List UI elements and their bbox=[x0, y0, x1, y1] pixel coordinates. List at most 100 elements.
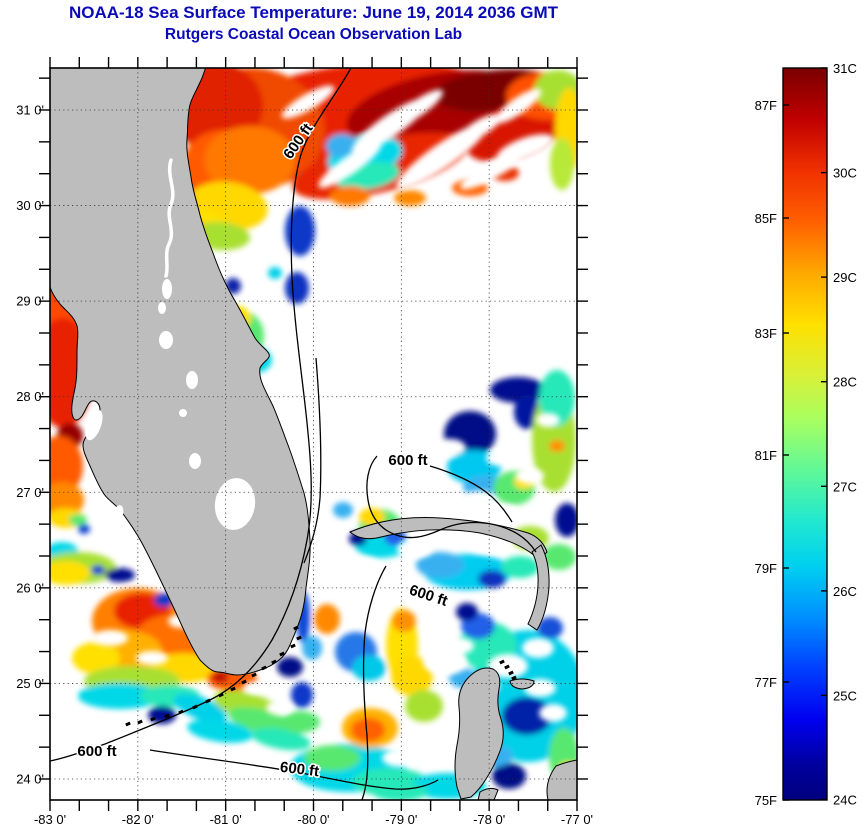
y-axis-label: 31 0' bbox=[16, 103, 44, 118]
depth-contour-600ft bbox=[429, 465, 513, 523]
sst-blob bbox=[69, 514, 87, 526]
cb-label-celsius: 29C bbox=[833, 270, 857, 285]
sst-blob bbox=[537, 617, 563, 639]
x-axis-label: -83 0' bbox=[34, 812, 66, 827]
island-dot bbox=[508, 670, 514, 676]
lake-okeechobee bbox=[214, 478, 256, 530]
cb-label-celsius: 30C bbox=[833, 166, 857, 181]
colorbar: 31C 30C 29C 28C 27C 26C 25C 24C 87F 85F 83F 81F 79F 7… bbox=[755, 61, 857, 808]
sst-blob bbox=[187, 719, 253, 743]
sst-blob bbox=[268, 267, 282, 279]
inland-lake bbox=[179, 409, 187, 417]
cloud-gap bbox=[423, 649, 467, 675]
sst-blob bbox=[105, 568, 135, 582]
cb-label-celsius: 27C bbox=[833, 479, 857, 494]
island-dot bbox=[296, 635, 302, 641]
island-dot bbox=[251, 672, 257, 678]
island-dot bbox=[241, 679, 247, 685]
island-dot bbox=[137, 719, 143, 725]
island-dot bbox=[261, 665, 267, 671]
island-dot bbox=[164, 713, 170, 719]
cloud-gap bbox=[338, 557, 382, 579]
sst-blob bbox=[555, 503, 577, 537]
sst-blob bbox=[391, 656, 433, 696]
y-axis-label: 26 0' bbox=[16, 580, 44, 595]
contour-label: 600 ft bbox=[388, 452, 427, 469]
depth-contour-600ft bbox=[50, 68, 352, 762]
island-dot bbox=[150, 716, 156, 722]
cloud-gap bbox=[446, 638, 474, 654]
island-dot bbox=[279, 651, 285, 657]
sst-blob bbox=[492, 763, 526, 789]
cb-label-celsius: 25C bbox=[833, 688, 857, 703]
page-title: NOAA-18 Sea Surface Temperature: June 19… bbox=[68, 3, 559, 22]
sst-blob bbox=[50, 436, 83, 496]
island-dot bbox=[293, 625, 299, 631]
cb-label-celsius: 24C bbox=[833, 793, 857, 808]
cloud-gap bbox=[281, 85, 335, 119]
andros-island bbox=[454, 667, 504, 800]
sst-blob bbox=[539, 370, 575, 426]
x-axis-label: -80 0' bbox=[297, 812, 329, 827]
sst-blob bbox=[359, 508, 385, 526]
cb-label-celsius: 28C bbox=[833, 375, 857, 390]
depth-contour-600ft bbox=[366, 455, 537, 553]
cloud-gap bbox=[410, 738, 450, 758]
sst-blob bbox=[542, 544, 576, 570]
cloud-gap bbox=[136, 651, 168, 665]
colorbar-bar bbox=[782, 67, 828, 801]
cloud-gap bbox=[522, 638, 554, 658]
sst-blob bbox=[212, 671, 228, 683]
cloud-gap bbox=[318, 141, 382, 189]
sst-blob bbox=[394, 190, 426, 206]
island-dot bbox=[125, 721, 131, 727]
inland-lake bbox=[186, 371, 198, 389]
inland-lake bbox=[189, 453, 201, 469]
sst-blob bbox=[550, 138, 574, 190]
cb-label-fahrenheit: 75F bbox=[755, 793, 777, 808]
cb-label-fahrenheit: 79F bbox=[755, 561, 777, 576]
sst-blob bbox=[514, 395, 540, 429]
sst-blob bbox=[285, 206, 315, 256]
cloud-gap bbox=[266, 701, 294, 715]
sst-blob bbox=[285, 272, 309, 304]
x-axis-label: -77 0' bbox=[561, 812, 593, 827]
sst-blob bbox=[78, 524, 90, 534]
cb-label-fahrenheit: 77F bbox=[755, 675, 777, 690]
cloud-gap bbox=[458, 114, 502, 142]
y-axis-label: 25 0' bbox=[16, 676, 44, 691]
sst-blob bbox=[302, 636, 322, 660]
island-dot bbox=[504, 664, 510, 670]
cloud-gap bbox=[464, 491, 496, 505]
graticule-layer bbox=[50, 68, 577, 800]
sst-blob bbox=[330, 186, 370, 206]
sst-blob bbox=[326, 134, 358, 158]
y-axis-label: 27 0' bbox=[16, 485, 44, 500]
cloud-gap bbox=[434, 439, 466, 457]
y-axis-label: 24 0' bbox=[16, 771, 44, 786]
inland-lake bbox=[158, 302, 166, 314]
axis-ticks bbox=[39, 57, 588, 811]
lakes-layer bbox=[85, 158, 256, 530]
cloud-gap bbox=[382, 749, 418, 767]
contour-label: 600 ft bbox=[77, 743, 116, 760]
sst-blob bbox=[304, 745, 360, 771]
sst-blob bbox=[456, 603, 478, 621]
cloud-gap bbox=[397, 540, 433, 558]
sst-blob bbox=[72, 642, 120, 674]
cloud-gap bbox=[496, 134, 554, 162]
cloud-gap bbox=[539, 704, 567, 722]
y-axis-label: 29 0' bbox=[16, 294, 44, 309]
sst-blob bbox=[405, 690, 443, 722]
axis-labels: -83 0' -82 0' -81 0' -80 0' -79 0' -78 0' -77 … bbox=[16, 103, 593, 828]
cloud-gap bbox=[516, 468, 544, 484]
river-lake bbox=[162, 279, 172, 299]
island-dot bbox=[290, 643, 296, 649]
cloud-gap bbox=[243, 682, 267, 694]
charlotte-harbor bbox=[112, 505, 124, 523]
cloud-gap bbox=[393, 89, 443, 127]
new-providence-island bbox=[509, 678, 535, 690]
x-axis-label: -82 0' bbox=[122, 812, 154, 827]
sst-blob bbox=[549, 440, 565, 452]
